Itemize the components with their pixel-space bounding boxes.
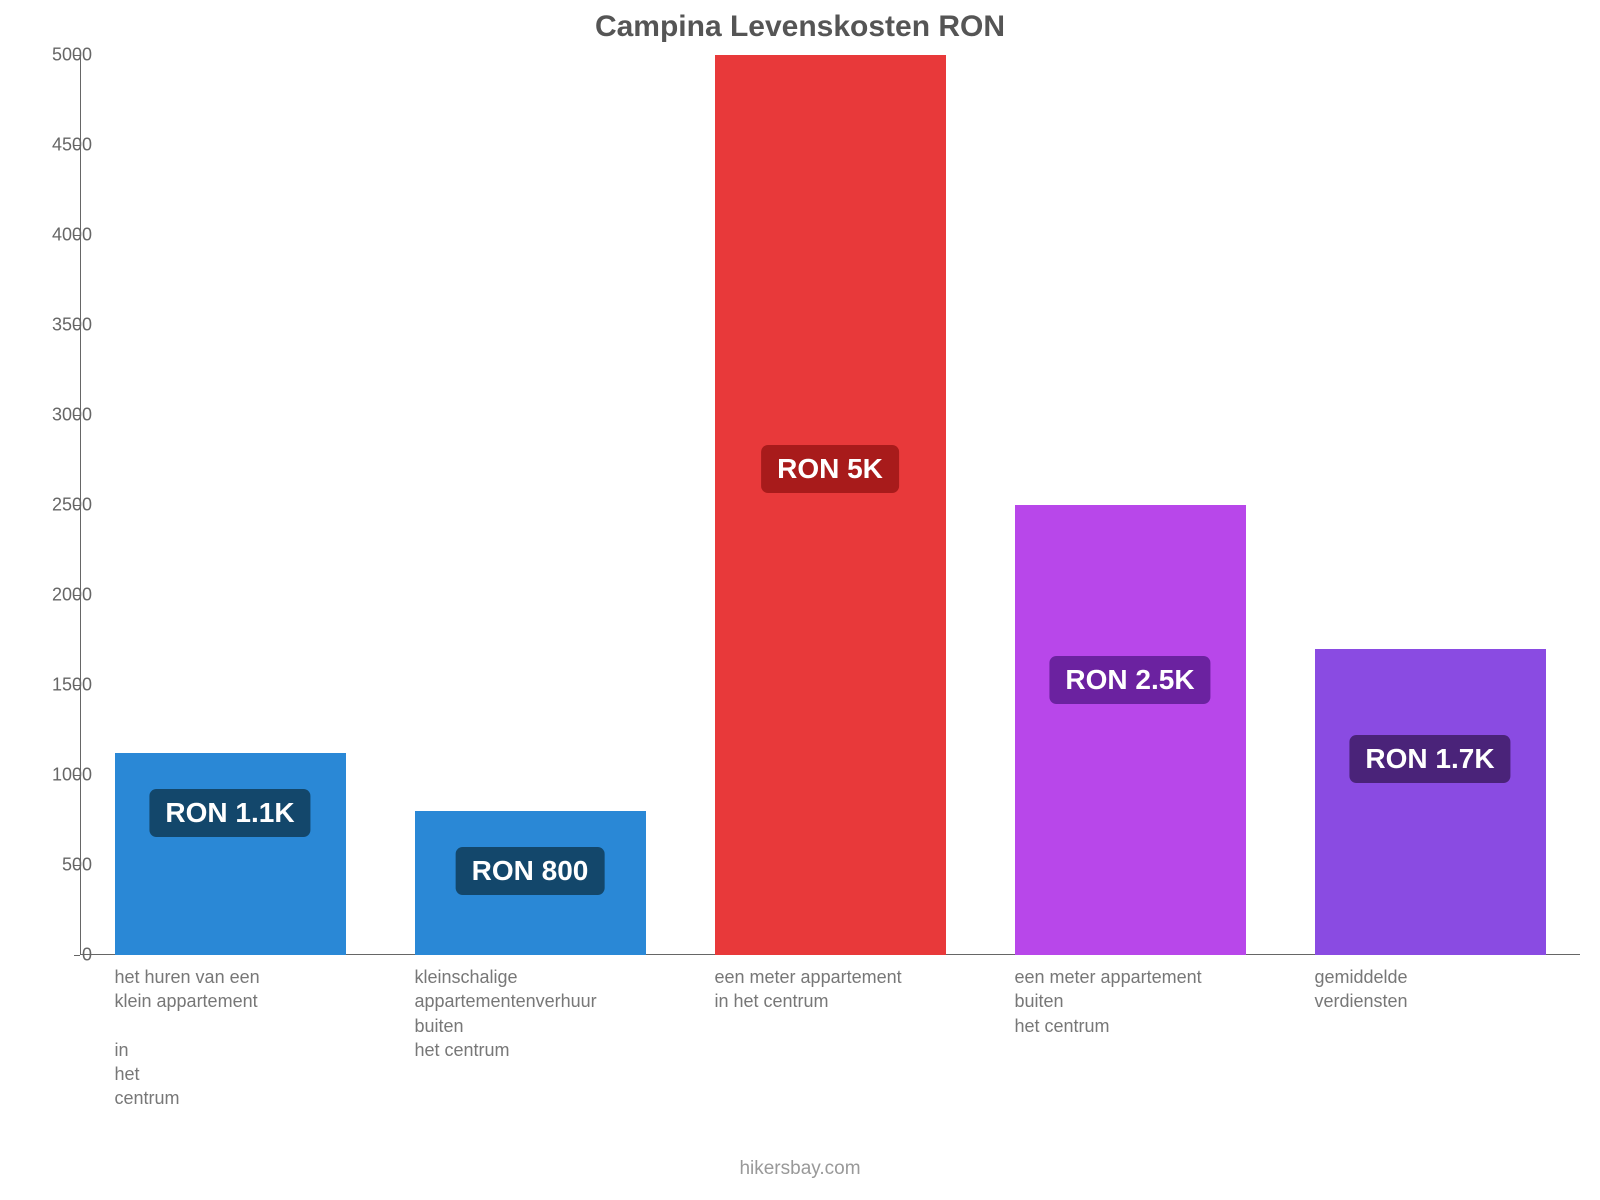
attribution-text: hikersbay.com <box>0 1158 1600 1180</box>
x-axis-category-label: het huren van een klein appartement in h… <box>115 965 355 1111</box>
bar <box>715 55 946 955</box>
y-tick-label: 4500 <box>22 135 92 156</box>
y-tick-label: 4000 <box>22 225 92 246</box>
bar-value-badge: RON 1.1K <box>149 789 310 837</box>
bar-value-badge: RON 5K <box>761 445 899 493</box>
y-tick-label: 2000 <box>22 585 92 606</box>
bar <box>115 753 346 956</box>
y-tick-label: 1500 <box>22 675 92 696</box>
bar <box>1315 649 1546 955</box>
plot-area: RON 1.1K RON 800 RON 5K RON 2.5K RON 1.7K <box>80 55 1580 955</box>
x-axis-category-label: een meter appartement in het centrum <box>715 965 955 1014</box>
bar-value-badge: RON 1.7K <box>1349 735 1510 783</box>
chart-title: Campina Levenskosten RON <box>0 10 1600 44</box>
x-axis-category-label: een meter appartement buiten het centrum <box>1015 965 1255 1038</box>
cost-of-living-bar-chart: Campina Levenskosten RON RON 1.1K RON 800… <box>0 0 1600 1200</box>
bar <box>1015 505 1246 955</box>
y-tick-label: 3000 <box>22 405 92 426</box>
y-tick-label: 3500 <box>22 315 92 336</box>
y-tick-label: 2500 <box>22 495 92 516</box>
bar-value-badge: RON 800 <box>456 847 605 895</box>
y-tick-label: 1000 <box>22 765 92 786</box>
y-tick-label: 5000 <box>22 45 92 66</box>
bar-value-badge: RON 2.5K <box>1049 656 1210 704</box>
y-tick-label: 500 <box>22 855 92 876</box>
x-axis-category-label: kleinschalige appartementenverhuur buite… <box>415 965 655 1062</box>
x-axis-category-label: gemiddelde verdiensten <box>1315 965 1555 1014</box>
y-tick-label: 0 <box>22 945 92 966</box>
